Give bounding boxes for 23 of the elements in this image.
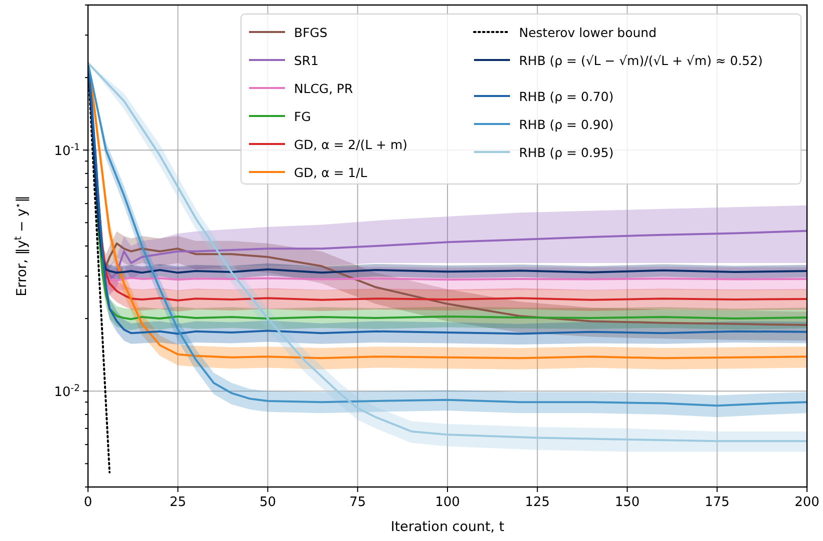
x-tick-label: 75: [349, 495, 366, 510]
legend-label: NLCG, PR: [294, 81, 354, 96]
x-tick-label: 100: [435, 495, 460, 510]
x-tick-label: 200: [794, 495, 820, 510]
legend-label: RHB (ρ = 0.90): [519, 117, 614, 132]
x-tick-label: 25: [170, 495, 186, 510]
y-tick-label: 10$^{-1}$: [54, 142, 80, 160]
x-tick-label: 0: [84, 495, 92, 510]
legend-label: RHB (ρ = 0.70): [519, 89, 614, 104]
x-tick-label: 125: [524, 495, 550, 510]
y-tick-label: 10$^{-2}$: [54, 382, 80, 400]
legend-label: GD, α = 2/(L + m): [294, 137, 408, 152]
x-tick-label: 175: [704, 495, 730, 510]
legend-label: Nesterov lower bound: [519, 25, 657, 40]
legend-label: FG: [294, 109, 311, 124]
legend-label: SR1: [294, 53, 319, 68]
legend-label: BFGS: [294, 25, 328, 40]
legend-label: RHB (ρ = (√L − √m)/(√L + √m) ≈ 0.52): [519, 53, 763, 68]
x-tick-label: 150: [614, 495, 640, 510]
x-tick-label: 50: [259, 495, 276, 510]
legend-label: GD, α = 1/L: [294, 165, 368, 180]
legend-label: RHB (ρ = 0.95): [519, 145, 614, 160]
x-axis-title: Iteration count, t: [390, 519, 504, 535]
